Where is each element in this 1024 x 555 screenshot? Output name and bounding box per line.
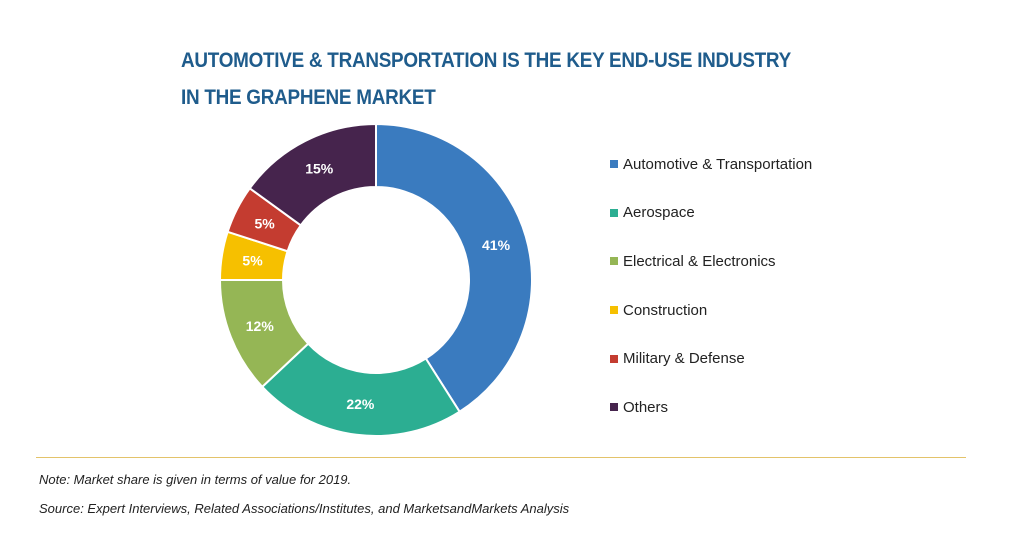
legend-item-2: Electrical & Electronics: [610, 237, 812, 286]
legend-label-3: Construction: [623, 301, 708, 319]
legend-item-4: Military & Defense: [610, 334, 812, 383]
legend-label-5: Others: [623, 398, 669, 416]
legend-swatch-3: [610, 306, 618, 315]
legend-label-4: Military & Defense: [623, 350, 745, 368]
chart-title-line-2: IN THE GRAPHENE MARKET: [181, 86, 436, 109]
donut-slice-0: [375, 122, 533, 414]
legend-swatch-5: [610, 403, 618, 412]
slice-label-4: 5%: [255, 215, 276, 231]
chart-title-line-1: AUTOMOTIVE & TRANSPORTATION IS THE KEY E…: [181, 49, 791, 72]
chart-title: AUTOMOTIVE & TRANSPORTATION IS THE KEY E…: [181, 42, 811, 116]
legend-swatch-0: [610, 160, 618, 169]
legend-item-0: Automotive & Transportation: [610, 140, 812, 189]
slice-label-2: 12%: [246, 318, 275, 334]
footer-divider: [36, 457, 966, 458]
legend-swatch-1: [610, 208, 618, 217]
legend-item-3: Construction: [610, 286, 812, 335]
donut-slice-1: [260, 342, 461, 437]
legend-label-2: Electrical & Electronics: [623, 252, 776, 270]
slice-label-1: 22%: [346, 396, 375, 412]
footer-note: Note: Market share is given in terms of …: [39, 472, 352, 487]
legend-swatch-4: [610, 354, 618, 363]
slice-label-3: 5%: [242, 252, 263, 268]
chart-legend: Automotive & Transportation Aerospace Elec…: [610, 138, 812, 432]
legend-label-1: Aerospace: [623, 204, 695, 222]
legend-swatch-2: [610, 257, 618, 266]
slice-label-0: 41%: [482, 237, 511, 253]
footer-source: Source: Expert Interviews, Related Assoc…: [39, 501, 570, 516]
legend-item-1: Aerospace: [610, 189, 812, 238]
legend-item-5: Others: [610, 383, 812, 432]
donut-slice-5: [248, 122, 377, 227]
legend-label-0: Automotive & Transportation: [623, 155, 813, 173]
slice-label-5: 15%: [305, 161, 334, 177]
